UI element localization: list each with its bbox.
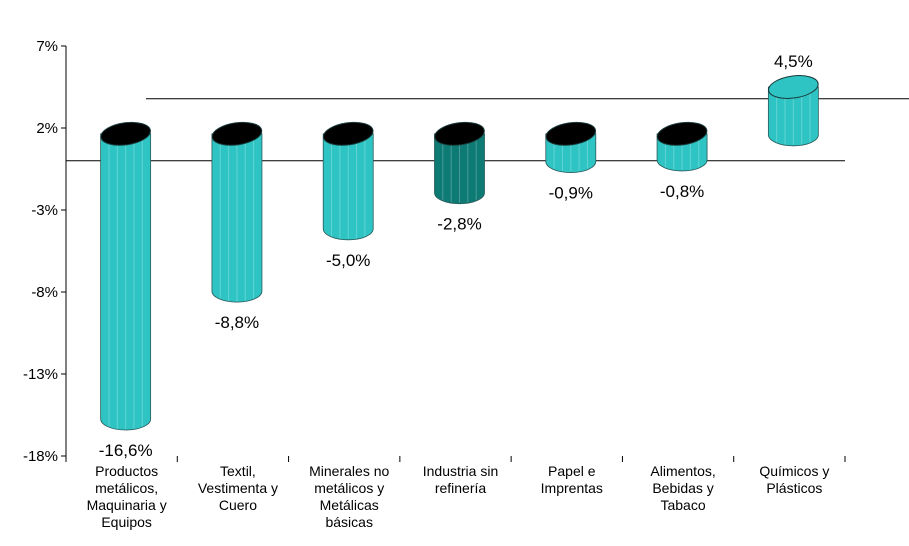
bar-top-cap	[656, 121, 708, 146]
category-label-line: Industria sin	[423, 463, 498, 479]
bar-top-cap	[211, 121, 263, 146]
bar-3	[322, 121, 374, 241]
category-label: Minerales no metálicos y Metálicas básicas	[309, 463, 389, 530]
y-tick-label: -3%	[31, 202, 58, 219]
category-label-line: Metálicas	[320, 497, 379, 513]
bar-body	[211, 133, 263, 303]
category-label-line: Papel e	[548, 463, 596, 479]
category-label-line: Minerales no	[309, 463, 389, 479]
category-label: Químicos y Plásticos	[759, 463, 829, 496]
category-label-line: Maquinaria y	[87, 497, 167, 513]
category-label: Papel e Imprentas	[541, 463, 603, 496]
bar-body	[322, 133, 374, 241]
bar-body	[434, 133, 485, 205]
bar-top-cap	[100, 121, 151, 146]
bar-1	[100, 121, 152, 431]
bar-4	[434, 121, 485, 205]
bar-body	[100, 133, 152, 431]
bar-6	[656, 121, 708, 172]
y-tick-label: -18%	[23, 448, 58, 465]
bar-top-cap	[322, 121, 374, 146]
category-label-line: Tabaco	[660, 497, 705, 513]
category-label: Industria sin refinería	[423, 463, 498, 496]
category-label-line: Cuero	[219, 497, 257, 513]
bar-value-label: -2,8%	[437, 215, 481, 234]
category-label-line: Plásticos	[766, 480, 822, 496]
category-label-line: Bebidas y	[652, 480, 713, 496]
bar-2	[211, 121, 263, 303]
bar-value-label: 4,5%	[774, 52, 813, 71]
bar-top-cap	[434, 121, 485, 146]
category-label-line: Alimentos,	[650, 463, 715, 479]
labels: -16,6% -8,8% -5,0% -2,8% -0,9% -0,8% 4,5% Produ…	[87, 52, 830, 530]
category-label-line: Textil,	[220, 463, 256, 479]
bar-value-label: -16,6%	[99, 441, 153, 460]
bars	[100, 75, 819, 431]
bar-7	[767, 75, 819, 147]
y-tick-label: -8%	[31, 284, 58, 301]
y-tick-label: -13%	[23, 366, 58, 383]
bar-top-cap	[768, 75, 819, 99]
category-label-line: Productos	[95, 463, 158, 479]
category-label: Productos metálicos, Maquinaria y Equipos	[87, 463, 167, 530]
y-tick-label: 7%	[36, 38, 58, 55]
category-label-line: Químicos y	[759, 463, 829, 479]
bar-value-label: -5,0%	[326, 251, 370, 270]
bar-value-label: -0,9%	[549, 184, 593, 203]
bar-top-cap	[545, 121, 597, 146]
category-label: Textil, Vestimenta y Cuero	[198, 463, 278, 513]
category-label-line: Vestimenta y	[198, 480, 278, 496]
category-label-line: Equipos	[101, 514, 152, 530]
bar-5	[545, 121, 597, 173]
y-tick-label: 2%	[36, 120, 58, 137]
bar-value-label: -8,8%	[215, 313, 259, 332]
category-label-line: metálicos y	[314, 480, 384, 496]
category-label-line: metálicos,	[95, 480, 158, 496]
bar-value-label: -0,8%	[660, 182, 704, 201]
category-label-line: Imprentas	[541, 480, 603, 496]
bar-body	[767, 86, 819, 147]
category-label-line: básicas	[325, 514, 372, 530]
category-label: Alimentos, Bebidas y Tabaco	[650, 463, 715, 513]
category-label-line: refinería	[435, 480, 487, 496]
